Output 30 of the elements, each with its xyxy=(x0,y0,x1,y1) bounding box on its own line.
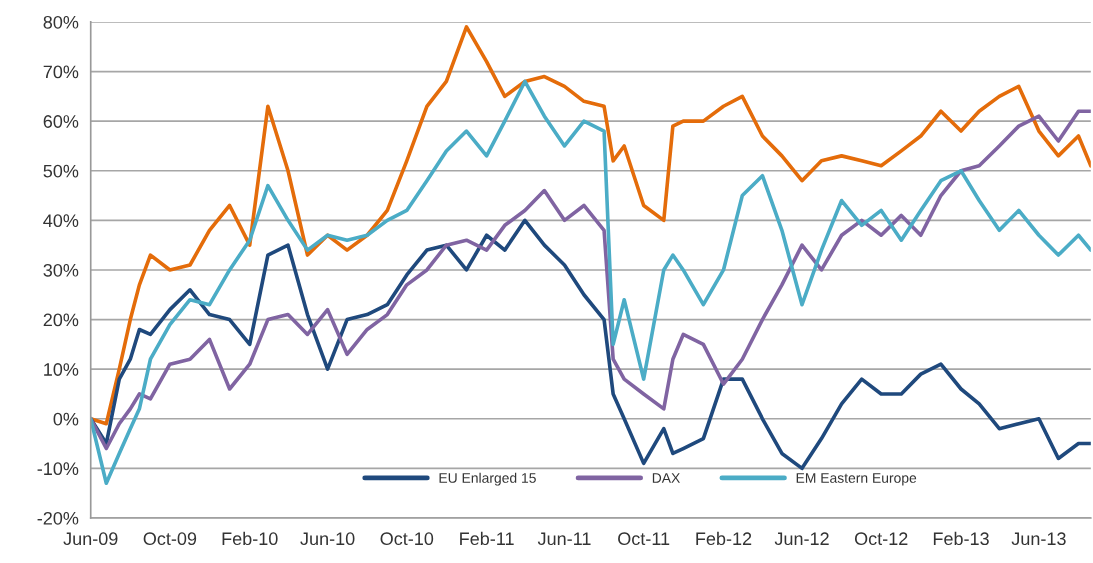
x-tick-label: Oct-09 xyxy=(143,532,197,546)
x-tick-label: Jun-11 xyxy=(537,532,591,546)
line-series xyxy=(90,79,1091,486)
y-tick-label: 0% xyxy=(53,412,79,426)
x-tick-label: Feb-10 xyxy=(222,531,278,546)
y-tick-label: 30% xyxy=(43,263,79,277)
y-tick-label: 60% xyxy=(43,115,79,128)
y-tick-label: 50% xyxy=(43,164,79,178)
x-tick-label: Jun-09 xyxy=(63,532,118,546)
y-tick-label: 80% xyxy=(43,15,79,29)
x-tick-label: Feb-13 xyxy=(933,531,989,546)
x-tick-label: Feb-11 xyxy=(460,531,514,546)
line-series xyxy=(90,25,1091,426)
legend-label: EM Eastern Europe xyxy=(796,473,917,486)
x-tick-label: Jun-13 xyxy=(1011,532,1066,546)
x-tick-label: Oct-12 xyxy=(854,532,908,546)
y-tick-label: 10% xyxy=(44,363,79,376)
x-tick-label: Jun-12 xyxy=(774,532,829,546)
x-tick-label: Oct-11 xyxy=(618,532,670,546)
x-tick-label: Oct-10 xyxy=(380,532,434,546)
y-tick-label: 20% xyxy=(43,313,79,327)
y-tick-label: -10% xyxy=(37,462,79,476)
x-tick-label: Feb-12 xyxy=(696,531,752,546)
y-tick-label: 70% xyxy=(43,65,79,79)
legend-label: EU Enlarged 15 xyxy=(439,472,536,486)
legend-label: DAX xyxy=(652,473,680,483)
x-tick-label: Jun-10 xyxy=(300,532,355,546)
line-series xyxy=(90,109,1091,451)
y-tick-label: -20% xyxy=(37,511,79,525)
y-tick-label: 40% xyxy=(43,214,79,228)
